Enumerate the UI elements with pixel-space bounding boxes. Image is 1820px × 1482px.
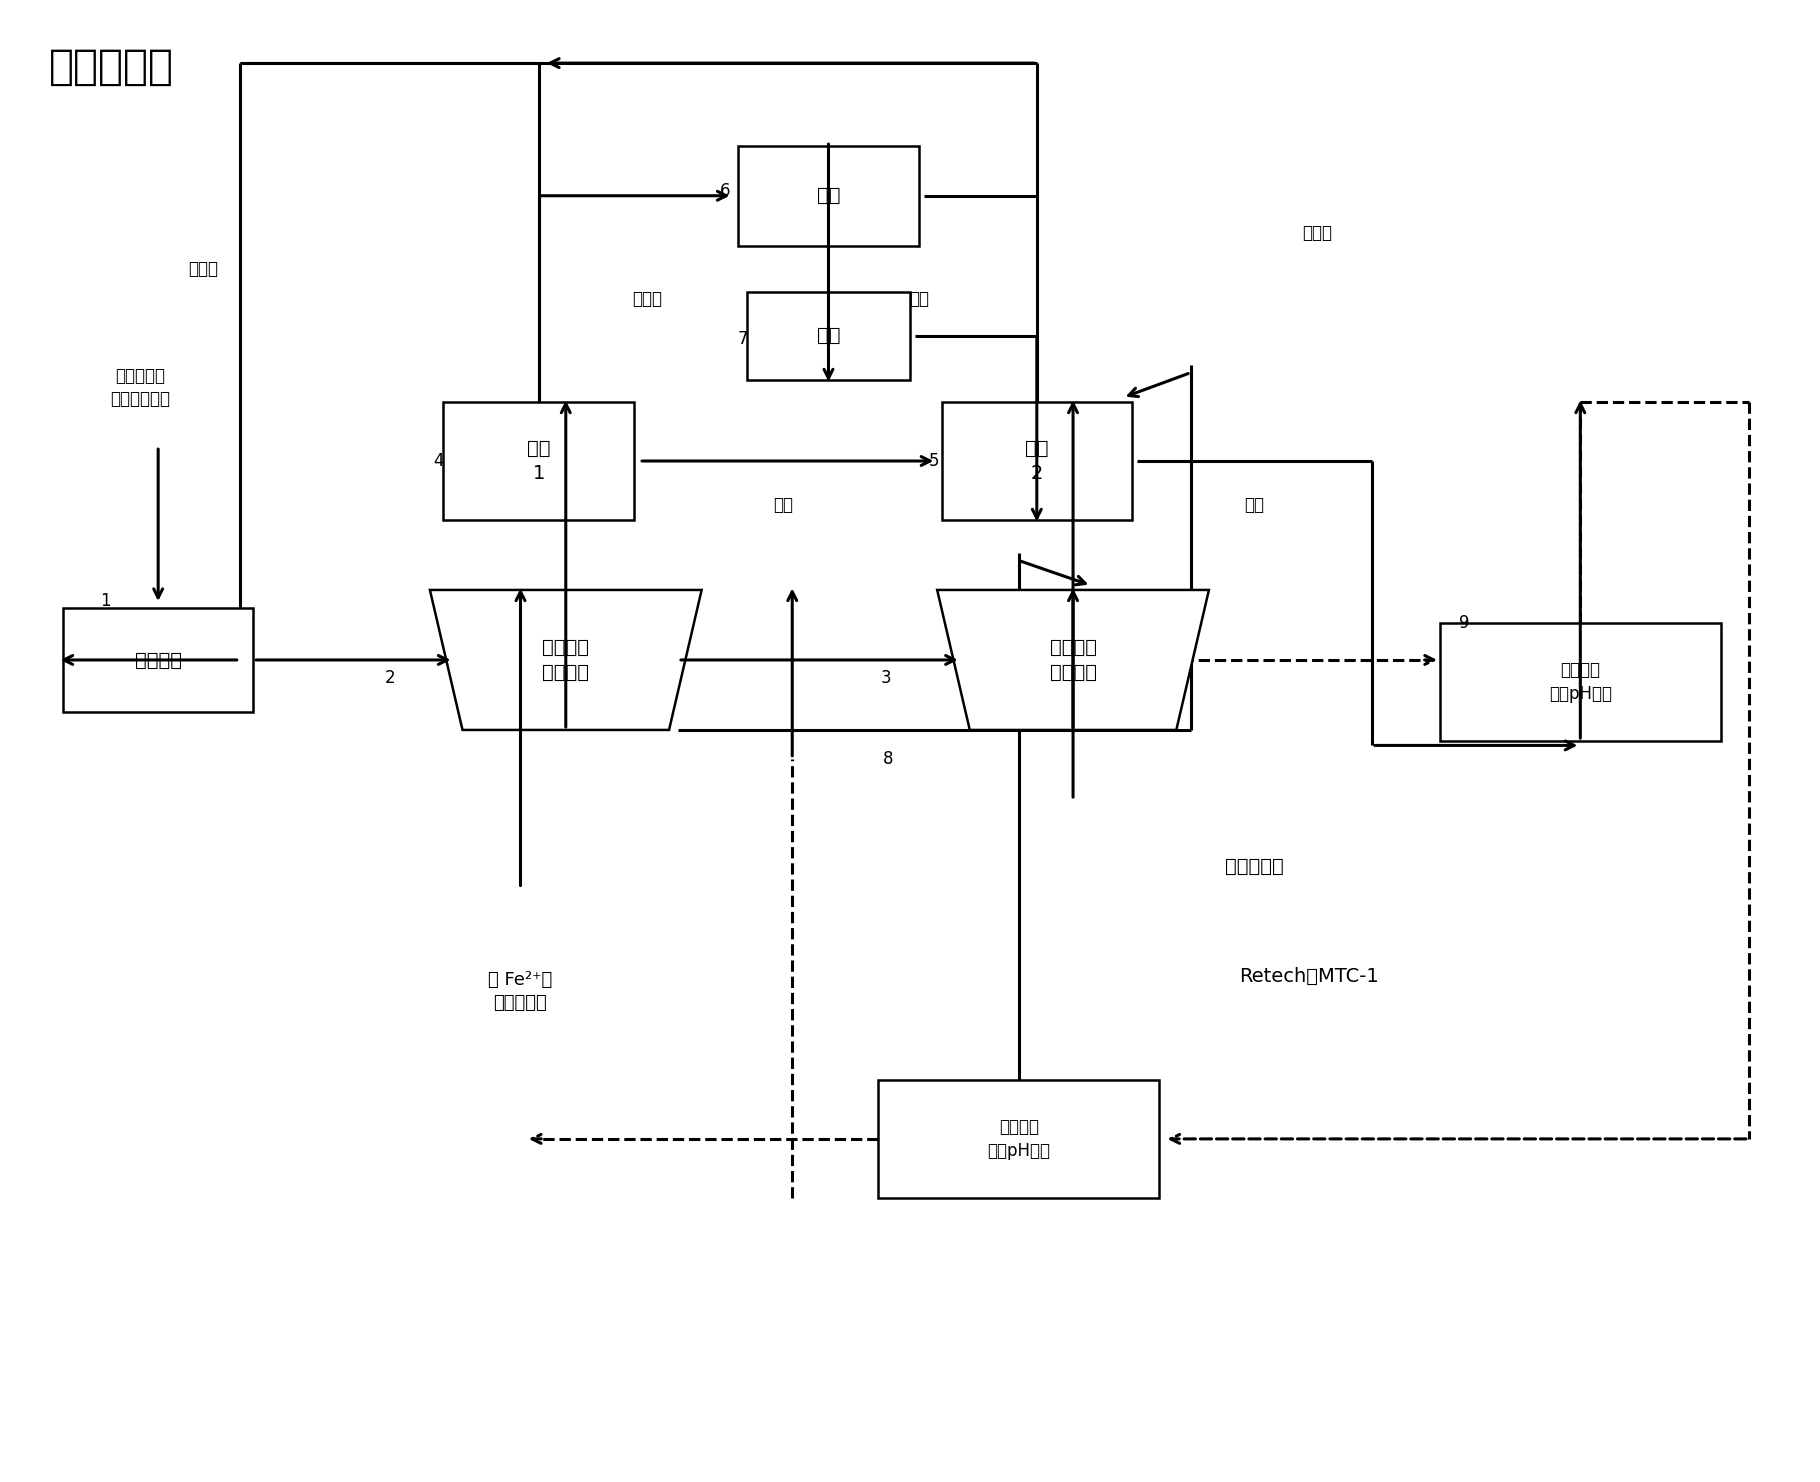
Text: 8: 8 xyxy=(883,750,894,768)
Text: 中等嗜热菌: 中等嗜热菌 xyxy=(1225,857,1283,876)
Text: 含 Fe²⁺的
稀硫酸溶液: 含 Fe²⁺的 稀硫酸溶液 xyxy=(488,971,553,1012)
Text: 有机相: 有机相 xyxy=(189,261,218,279)
Text: 5: 5 xyxy=(928,452,939,470)
Text: 低品位原生
硫化铜矿矿石: 低品位原生 硫化铜矿矿石 xyxy=(109,366,169,408)
Text: 6: 6 xyxy=(721,182,730,200)
Text: 高铁沉淀
及其pH调节: 高铁沉淀 及其pH调节 xyxy=(1549,661,1613,702)
Text: 2: 2 xyxy=(384,668,395,686)
Bar xyxy=(879,1080,1159,1197)
Text: 反萃: 反萃 xyxy=(817,187,841,205)
Bar xyxy=(737,145,919,246)
Text: 电积: 电积 xyxy=(817,326,841,345)
Text: 9: 9 xyxy=(1460,614,1469,633)
Text: 7: 7 xyxy=(739,329,748,348)
Text: 4: 4 xyxy=(433,452,444,470)
Text: 有机相: 有机相 xyxy=(632,290,662,308)
Bar xyxy=(444,402,633,520)
Text: Retech－MTC-1: Retech－MTC-1 xyxy=(1239,968,1378,987)
Text: 矿石筑堆
及预处理: 矿石筑堆 及预处理 xyxy=(542,637,590,682)
Bar xyxy=(64,609,253,711)
Text: 高铁沉淀
及其pH调节: 高铁沉淀 及其pH调节 xyxy=(986,1117,1050,1160)
Text: 中等嗜热
细菌浸出: 中等嗜热 细菌浸出 xyxy=(1050,637,1096,682)
Text: 流程框架图: 流程框架图 xyxy=(49,46,175,87)
Text: 水相: 水相 xyxy=(774,496,794,514)
Text: 萃取
1: 萃取 1 xyxy=(526,439,550,483)
Text: 有机相: 有机相 xyxy=(1303,224,1332,242)
Text: 矿石破碎: 矿石破碎 xyxy=(135,651,182,670)
Text: 萃取
2: 萃取 2 xyxy=(1025,439,1048,483)
Bar xyxy=(941,402,1132,520)
Text: 水相: 水相 xyxy=(1245,496,1265,514)
Text: 3: 3 xyxy=(881,668,892,686)
Polygon shape xyxy=(430,590,703,731)
Bar xyxy=(1440,622,1720,741)
Text: 1: 1 xyxy=(100,591,111,611)
Text: 水相: 水相 xyxy=(908,290,928,308)
Polygon shape xyxy=(937,590,1208,731)
Bar xyxy=(746,292,910,379)
